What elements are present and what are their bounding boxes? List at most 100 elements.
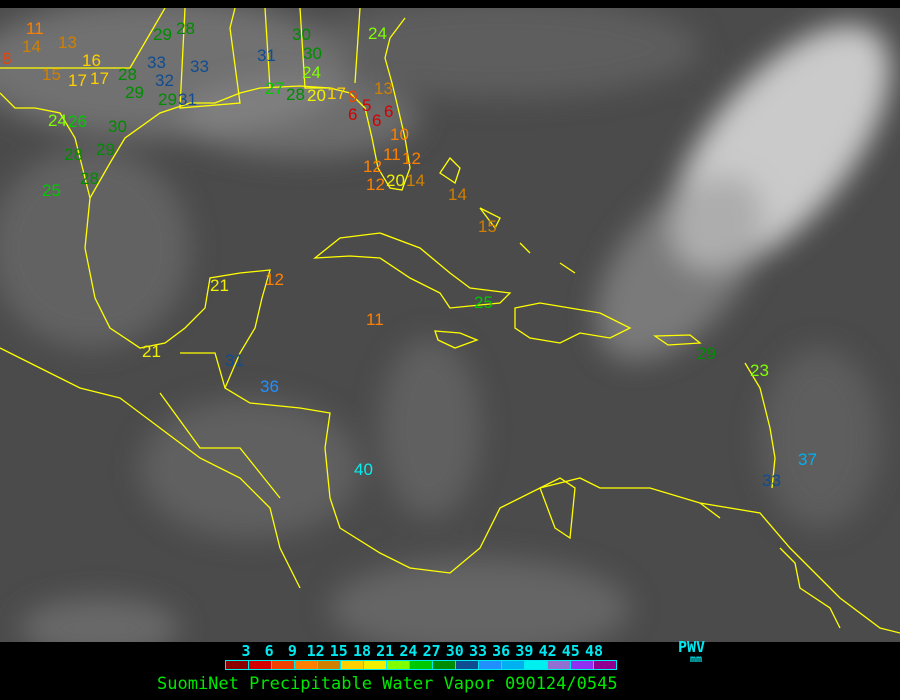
legend-swatch bbox=[410, 661, 433, 669]
station-pwv-value: 11 bbox=[383, 145, 401, 164]
station-pwv-value: 21 bbox=[210, 276, 229, 295]
station-pwv-value: 33 bbox=[190, 57, 209, 76]
station-pwv-value: 26 bbox=[68, 112, 87, 131]
station-pwv-value: 14 bbox=[22, 37, 41, 56]
legend-tick: 36 bbox=[492, 642, 511, 660]
legend-swatch bbox=[364, 661, 387, 669]
station-pwv-value: 17 bbox=[327, 84, 346, 103]
legend-unit: mm bbox=[690, 654, 703, 665]
station-pwv-value: 33 bbox=[762, 471, 781, 490]
legend-tick: 6 bbox=[264, 642, 274, 660]
station-pwv-value: 15 bbox=[42, 65, 61, 84]
station-pwv-value: 31 bbox=[225, 351, 244, 370]
legend-tick: 12 bbox=[306, 642, 325, 660]
station-pwv-value: 28 bbox=[176, 19, 195, 38]
legend-swatch bbox=[249, 661, 272, 669]
legend-swatch bbox=[456, 661, 479, 669]
station-pwv-value: 12 bbox=[363, 157, 382, 176]
legend-swatch bbox=[226, 661, 249, 669]
legend-swatch bbox=[479, 661, 502, 669]
station-pwv-value: 5 bbox=[362, 96, 372, 115]
station-pwv-value: 13 bbox=[374, 79, 393, 98]
legend-tick: 30 bbox=[445, 642, 464, 660]
station-pwv-value: 8 bbox=[2, 49, 12, 68]
legend-tick: 3 bbox=[241, 642, 251, 660]
station-pwv-value: 13 bbox=[58, 33, 77, 52]
coastlines-and-borders bbox=[0, 8, 900, 634]
legend-swatch bbox=[433, 661, 456, 669]
station-pwv-value: 31 bbox=[178, 90, 197, 109]
station-pwv-value: 17 bbox=[68, 71, 87, 90]
station-pwv-value: 24 bbox=[48, 111, 67, 130]
map-title: SuomiNet Precipitable Water Vapor 090124… bbox=[157, 674, 618, 694]
legend-tick: 39 bbox=[515, 642, 534, 660]
legend-tick: 45 bbox=[561, 642, 580, 660]
station-pwv-value: 29 bbox=[125, 83, 144, 102]
station-pwv-value: 17 bbox=[90, 69, 109, 88]
legend-unit-label: PWV bbox=[678, 638, 706, 656]
station-pwv-value: 6 bbox=[348, 105, 358, 124]
legend-swatch bbox=[594, 661, 616, 669]
legend-swatch bbox=[318, 661, 341, 669]
legend-swatch bbox=[502, 661, 525, 669]
station-pwv-value: 36 bbox=[260, 377, 279, 396]
station-pwv-value: 25 bbox=[474, 293, 493, 312]
station-pwv-value: 27 bbox=[265, 79, 284, 98]
legend-swatch bbox=[295, 661, 318, 669]
legend-tick: 21 bbox=[376, 642, 395, 660]
station-pwv-value: 21 bbox=[142, 342, 161, 361]
station-pwv-value: 28 bbox=[64, 145, 83, 164]
legend-tick: 9 bbox=[287, 642, 297, 660]
station-pwv-value: 33 bbox=[147, 53, 166, 72]
legend-swatch bbox=[387, 661, 410, 669]
legend-tick: 48 bbox=[584, 642, 604, 660]
station-pwv-value: 12 bbox=[402, 149, 421, 168]
legend-color-bar bbox=[225, 660, 617, 670]
legend-tick: 27 bbox=[422, 642, 441, 660]
station-pwv-value: 24 bbox=[368, 24, 387, 43]
station-pwv-value: 29 bbox=[153, 25, 172, 44]
legend-swatch bbox=[272, 661, 295, 669]
station-pwv-value: 12 bbox=[366, 175, 385, 194]
station-pwv-value: 28 bbox=[118, 65, 137, 84]
station-pwv-value: 11 bbox=[26, 19, 44, 38]
station-pwv-value: 30 bbox=[303, 44, 322, 63]
station-pwv-value: 6 bbox=[372, 111, 382, 130]
legend-tick: 33 bbox=[468, 642, 488, 660]
station-pwv-value: 29 bbox=[96, 140, 115, 159]
station-pwv-value: 20 bbox=[386, 171, 405, 190]
station-pwv-value: 11 bbox=[366, 310, 384, 329]
station-pwv-value: 23 bbox=[750, 361, 769, 380]
station-pwv-value: 15 bbox=[478, 217, 497, 236]
station-pwv-value: 16 bbox=[82, 51, 101, 70]
station-pwv-value: 40 bbox=[354, 460, 373, 479]
station-pwv-value: 31 bbox=[257, 46, 276, 65]
station-pwv-value: 14 bbox=[448, 185, 467, 204]
map-graphics bbox=[0, 8, 900, 642]
station-pwv-value: 28 bbox=[286, 85, 305, 104]
legend-tick: 42 bbox=[538, 642, 557, 660]
station-pwv-value: 20 bbox=[307, 86, 326, 105]
legend-swatch bbox=[571, 661, 594, 669]
station-pwv-value: 29 bbox=[697, 344, 716, 363]
station-pwv-value: 9 bbox=[348, 87, 358, 106]
station-pwv-value: 30 bbox=[108, 117, 127, 136]
station-pwv-value: 10 bbox=[390, 125, 409, 144]
station-pwv-value: 25 bbox=[42, 181, 61, 200]
station-pwv-value: 29 bbox=[158, 90, 177, 109]
color-legend: 3 6 9 12 15 18 21 24 27 30 33 36 39 42 45 48 PWV mm Suo… bbox=[0, 638, 900, 700]
station-pwv-value: 6 bbox=[384, 102, 394, 121]
legend-tick: 15 bbox=[329, 642, 348, 660]
station-pwv-value: 32 bbox=[155, 71, 174, 90]
station-pwv-value: 24 bbox=[302, 63, 321, 82]
station-pwv-value: 30 bbox=[292, 25, 311, 44]
legend-swatch bbox=[548, 661, 571, 669]
station-pwv-value: 28 bbox=[80, 169, 99, 188]
legend-tick: 24 bbox=[399, 642, 418, 660]
station-pwv-value: 12 bbox=[265, 270, 284, 289]
legend-tick: 18 bbox=[352, 642, 372, 660]
legend-swatch bbox=[525, 661, 548, 669]
satellite-map: 8 14 15 17 16 17 13 11 28 29 33 32 29 28 33 29 31 31 30 30 2… bbox=[0, 8, 900, 642]
station-pwv-value: 14 bbox=[406, 171, 425, 190]
